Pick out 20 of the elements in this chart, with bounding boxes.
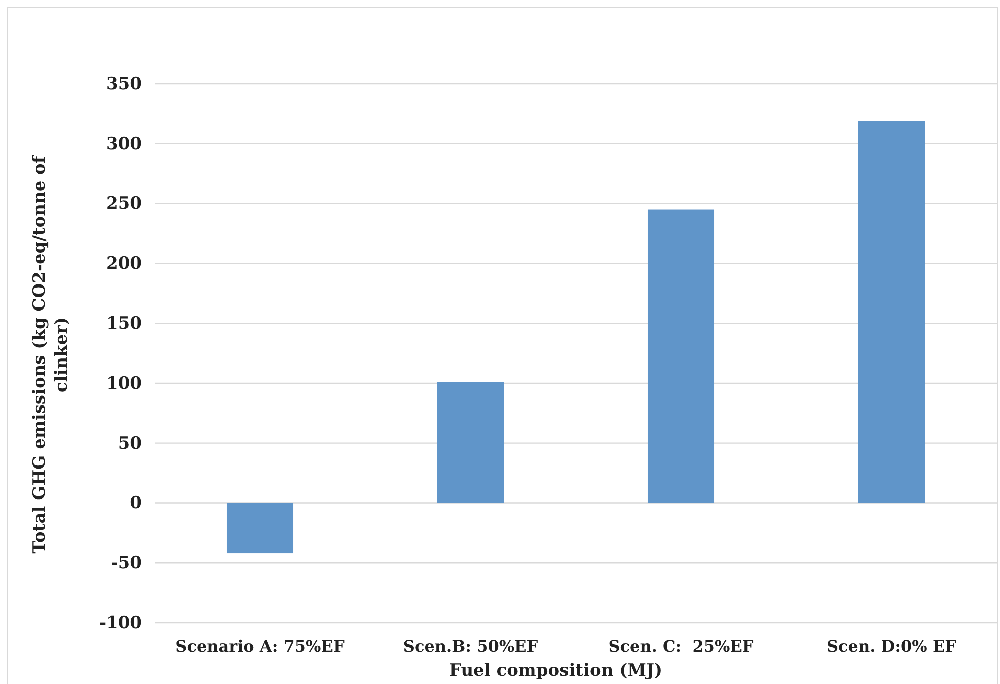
y-tick-label: 100 [106,374,142,394]
x-tick-label: Scen. C: 25%EF [608,637,754,656]
y-tick-label: 300 [106,134,142,154]
y-tick-label: -50 [111,554,142,574]
x-tick-label: Scenario A: 75%EF [176,637,346,656]
x-axis-title: Fuel composition (MJ) [449,661,663,681]
y-tick-label: 50 [118,434,142,454]
x-tick-label: Scen. D:0% EF [827,637,958,656]
y-axis-title: Total GHG emissions (kg CO2-eq/tonne of clinker) [30,154,72,554]
y-tick-label: 150 [106,314,142,334]
y-tick-label: 350 [106,74,142,94]
x-tick-label: Scen.B: 50%EF [403,637,539,656]
bar [226,503,294,554]
y-tick-label: 250 [106,194,142,214]
bar [648,210,715,504]
bar [858,121,926,504]
bar [437,382,504,504]
y-tick-label: -100 [99,613,142,634]
y-tick-label: 0 [130,494,142,514]
y-tick-label: 200 [106,254,142,274]
